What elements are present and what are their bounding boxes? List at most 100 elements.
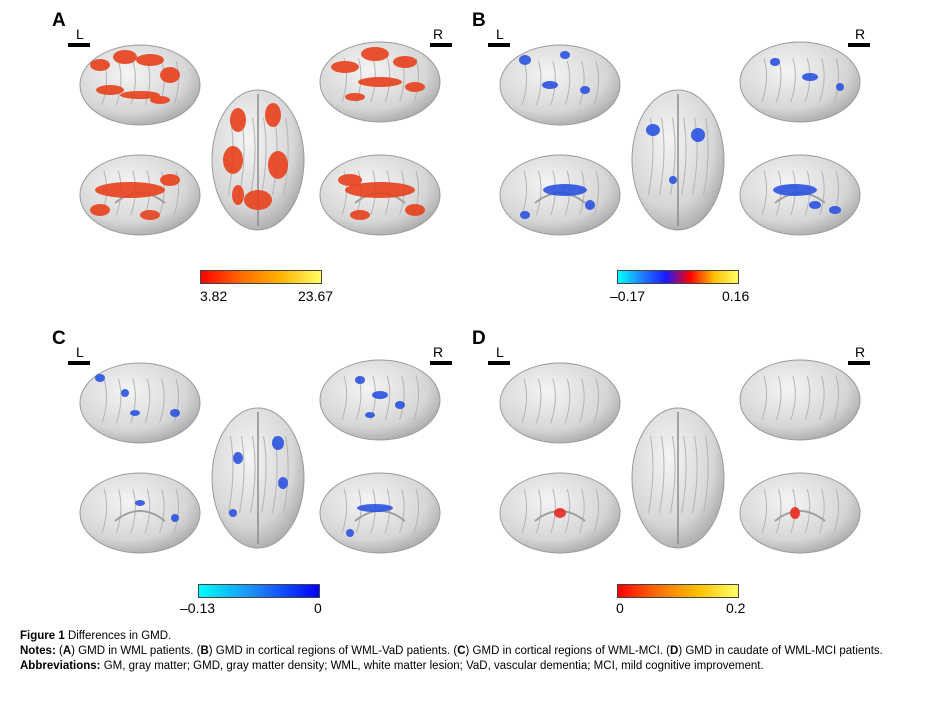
activation-cluster xyxy=(136,54,164,66)
activation-cluster xyxy=(520,211,530,219)
brain-renderings xyxy=(79,359,441,554)
right-scale-bar xyxy=(848,43,870,47)
activation-cluster xyxy=(345,182,415,198)
activation-cluster xyxy=(365,412,375,418)
panel-letter: D xyxy=(472,328,486,349)
activation-cluster xyxy=(691,128,705,142)
activation-cluster xyxy=(232,185,244,205)
activation-cluster xyxy=(95,374,105,382)
figure-label: Figure 1 xyxy=(20,630,65,642)
activation-cluster xyxy=(405,82,425,92)
figure-abbreviations: Abbreviations: GM, gray matter; GMD, gra… xyxy=(20,659,915,674)
activation-cluster xyxy=(543,184,587,196)
colorbar-max-label: 0.2 xyxy=(726,600,746,616)
activation-cluster xyxy=(230,108,246,132)
activation-cluster xyxy=(170,409,180,417)
left-scale-bar xyxy=(68,43,90,47)
activation-cluster xyxy=(229,509,237,517)
right-hemisphere-label: R xyxy=(855,26,866,42)
activation-cluster xyxy=(560,51,570,59)
left-hemisphere-label: L xyxy=(76,344,84,360)
note-text: GMD in cortical regions of WML-MCI. xyxy=(469,645,667,657)
activation-cluster xyxy=(130,410,140,416)
activation-cluster xyxy=(773,184,817,196)
activation-cluster xyxy=(836,83,844,91)
panel-letter: B xyxy=(472,10,486,31)
brain-renderings xyxy=(499,359,861,554)
activation-cluster xyxy=(350,210,370,220)
panel-letter: A xyxy=(52,10,66,31)
activation-cluster xyxy=(802,73,818,81)
activation-cluster xyxy=(278,477,288,489)
activation-cluster xyxy=(361,47,389,61)
abbreviations-text: GM, gray matter; GMD, gray matter densit… xyxy=(103,660,764,672)
activation-cluster xyxy=(646,124,660,136)
activation-cluster xyxy=(355,376,365,384)
note-text: GMD in WML patients. xyxy=(74,645,197,657)
note-ref: D xyxy=(670,645,679,657)
activation-cluster xyxy=(346,529,354,537)
note-text: GMD in caudate of WML-MCI patients. xyxy=(682,645,883,657)
figure-title-line: Figure 1 Differences in GMD. xyxy=(20,629,915,644)
right-scale-bar xyxy=(848,361,870,365)
activation-cluster xyxy=(395,401,405,409)
activation-cluster xyxy=(95,182,165,198)
right-hemisphere-label: R xyxy=(433,344,444,360)
activation-cluster xyxy=(150,96,170,104)
left-medial-view xyxy=(79,472,201,554)
colorbar-max-label: 23.67 xyxy=(298,288,334,304)
activation-cluster xyxy=(770,58,780,66)
activation-cluster xyxy=(233,452,243,464)
right-scale-bar xyxy=(430,43,452,47)
colorbar-min-label: –0.13 xyxy=(180,600,216,616)
notes-label: Notes: xyxy=(20,645,56,657)
activation-cluster xyxy=(331,61,359,73)
panel-b: B L R –0.17 0.16 xyxy=(420,0,885,310)
superior-view xyxy=(211,407,305,549)
activation-cluster xyxy=(357,504,393,512)
right-lateral-view xyxy=(739,41,861,123)
activation-cluster xyxy=(393,56,417,68)
left-scale-bar xyxy=(68,361,90,365)
activation-cluster xyxy=(90,59,110,71)
activation-cluster xyxy=(135,500,145,506)
panel-c: C L R –0.13 0 xyxy=(0,318,465,628)
activation-cluster xyxy=(113,50,137,64)
activation-cluster xyxy=(790,507,800,519)
figure-notes: Notes: (A) GMD in WML patients. (B) GMD … xyxy=(20,645,883,657)
activation-cluster xyxy=(542,81,558,89)
colorbar-max-label: 0.16 xyxy=(722,288,750,304)
right-lateral-view xyxy=(739,359,861,441)
panel-a: A L R 3.82 23.67 xyxy=(0,0,465,310)
activation-cluster xyxy=(585,200,595,210)
activation-cluster xyxy=(338,174,362,186)
brain-renderings xyxy=(499,41,861,236)
note-ref: A xyxy=(62,645,72,657)
activation-cluster xyxy=(244,190,272,210)
superior-view xyxy=(631,89,725,231)
activation-cluster xyxy=(580,86,590,94)
panel-letter: C xyxy=(52,328,66,349)
colorbar xyxy=(617,584,739,598)
activation-cluster xyxy=(140,210,160,220)
left-lateral-view xyxy=(499,362,621,444)
colorbar-min-label: 0 xyxy=(616,600,624,616)
activation-cluster xyxy=(829,206,841,214)
left-lateral-view xyxy=(499,44,621,126)
activation-cluster xyxy=(121,389,129,397)
colorbar-min-label: 3.82 xyxy=(200,288,228,304)
abbreviations-label: Abbreviations: xyxy=(20,660,101,672)
brain-renderings xyxy=(79,41,441,236)
colorbar xyxy=(200,270,322,284)
note-ref: C xyxy=(457,645,466,657)
activation-cluster xyxy=(160,67,180,83)
left-lateral-view xyxy=(79,362,201,444)
activation-cluster xyxy=(345,93,365,101)
figure-title: Differences in GMD. xyxy=(67,630,172,642)
activation-cluster xyxy=(372,391,388,399)
figure-caption: Figure 1 Differences in GMD. Notes: (A) … xyxy=(20,629,915,674)
left-hemisphere-label: L xyxy=(76,26,84,42)
superior-view xyxy=(631,407,725,549)
activation-cluster xyxy=(669,176,677,184)
activation-cluster xyxy=(90,204,110,216)
